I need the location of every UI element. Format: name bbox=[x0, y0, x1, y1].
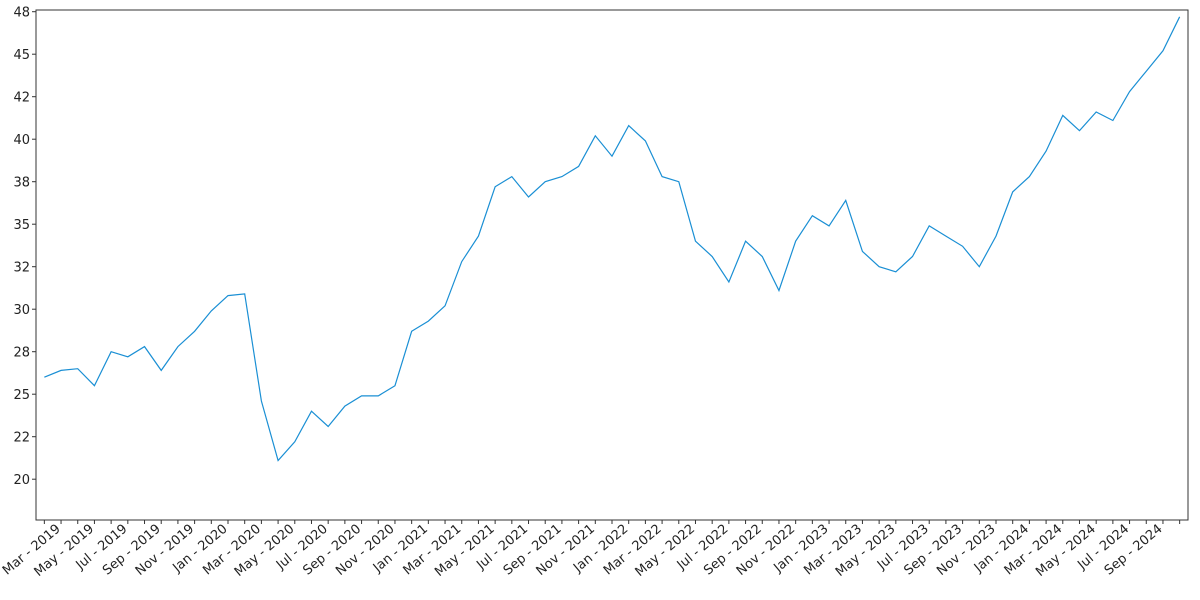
plot-frame bbox=[35, 9, 1189, 521]
price-line bbox=[44, 16, 1181, 462]
y-tick-label: 30 bbox=[13, 303, 30, 318]
y-tick-label: 20 bbox=[13, 473, 30, 488]
y-tick-label: 45 bbox=[13, 48, 30, 63]
y-tick-label: 25 bbox=[13, 388, 30, 403]
y-tick-label: 32 bbox=[13, 261, 30, 276]
y-tick-label: 38 bbox=[13, 176, 30, 191]
y-tick-label: 22 bbox=[13, 431, 30, 446]
y-tick-label: 48 bbox=[13, 6, 30, 21]
y-tick-label: 42 bbox=[13, 91, 30, 106]
y-tick-label: 28 bbox=[13, 346, 30, 361]
y-tick-label: 35 bbox=[13, 218, 30, 233]
y-tick-label: 40 bbox=[13, 133, 30, 148]
